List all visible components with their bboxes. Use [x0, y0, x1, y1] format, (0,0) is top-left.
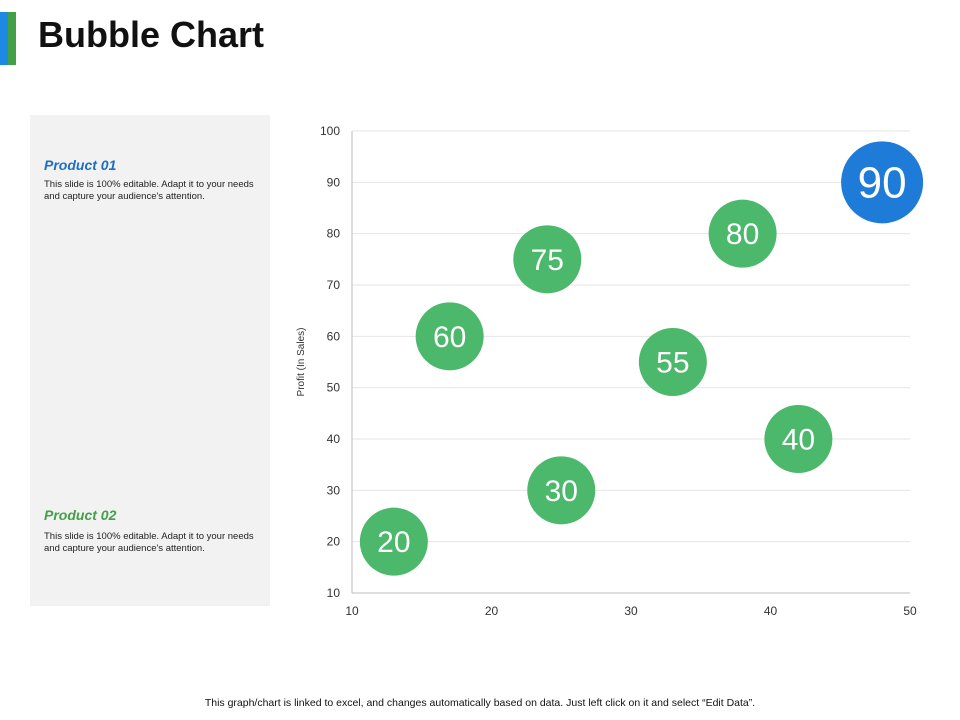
- page-title: Bubble Chart: [38, 14, 265, 55]
- bubble-label: 20: [377, 526, 410, 559]
- bubbles: 20 60 75 30 55 80 40 90: [359, 141, 924, 576]
- y-tick-label: 10: [327, 586, 341, 600]
- y-tick-label: 40: [327, 432, 341, 446]
- x-tick-label: 10: [345, 604, 359, 618]
- footer-note: This graph/chart is linked to excel, and…: [204, 697, 756, 709]
- product-01-description: This slide is 100% editable. Adapt it to…: [44, 179, 254, 202]
- y-axis-label: Profit (In Sales): [296, 328, 307, 397]
- bubble-label: 55: [656, 347, 689, 380]
- axes: [351, 131, 910, 594]
- bubble-label: 90: [858, 159, 907, 208]
- bubble[interactable]: [764, 405, 833, 473]
- y-tick-label: 20: [327, 535, 341, 549]
- bubble[interactable]: [841, 141, 924, 224]
- bubble-label: 80: [726, 218, 759, 251]
- y-tick-label: 100: [320, 124, 340, 138]
- y-tick-label: 70: [327, 278, 341, 292]
- bubble-label: 30: [545, 475, 578, 508]
- bubble-chart[interactable]: 10 20 30 40 50 60 70 80 90 100 10 20 30 40 50 Profit (…: [280, 115, 940, 635]
- tick-labels: 10 20 30 40 50 60 70 80 90 100 10 20 30 40 50: [320, 124, 917, 618]
- y-tick-label: 50: [327, 381, 341, 395]
- bubble[interactable]: [638, 328, 707, 396]
- x-tick-label: 30: [624, 604, 638, 618]
- bubble-label: 40: [782, 424, 815, 457]
- y-tick-label: 80: [327, 227, 341, 241]
- legend-panel: Product 01 This slide is 100% editable. …: [30, 115, 270, 606]
- bubble-label: 75: [531, 244, 564, 277]
- title-accent-bar: [0, 12, 16, 65]
- bubble[interactable]: [708, 199, 777, 268]
- y-tick-label: 90: [327, 175, 341, 189]
- product-02-description: This slide is 100% editable. Adapt it to…: [44, 531, 254, 554]
- bubble[interactable]: [513, 225, 582, 294]
- x-tick-label: 50: [903, 604, 917, 618]
- bubble[interactable]: [527, 456, 596, 525]
- y-tick-label: 30: [327, 483, 341, 497]
- bubble-label: 60: [433, 321, 466, 354]
- product-02-title: Product 02: [44, 507, 117, 523]
- x-tick-label: 20: [485, 604, 499, 618]
- x-tick-label: 40: [764, 604, 778, 618]
- product-01-title: Product 01: [44, 157, 117, 173]
- bubble[interactable]: [359, 507, 428, 576]
- y-tick-label: 60: [327, 329, 341, 343]
- bubble[interactable]: [415, 302, 484, 371]
